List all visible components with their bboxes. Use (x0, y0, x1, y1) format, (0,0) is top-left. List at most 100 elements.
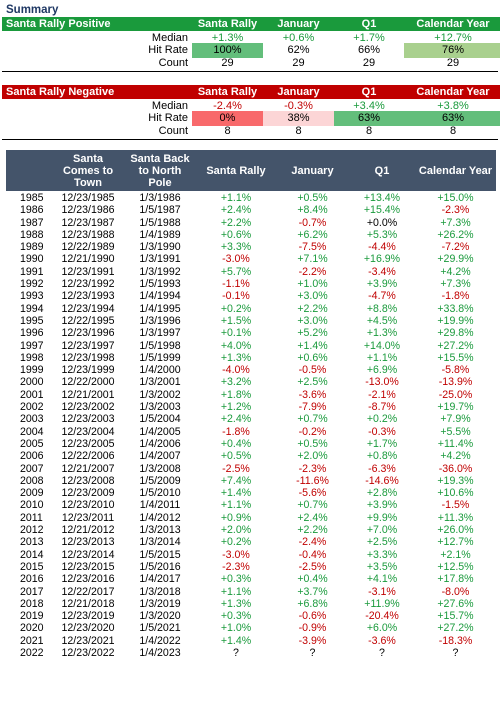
positive-hit-year: 76% (404, 43, 500, 58)
cell-calendar-year: +7.3% (440, 216, 471, 229)
cell-santa-rally: +4.0% (220, 339, 252, 352)
negative-count-january: 8 (295, 125, 302, 137)
cell-santa-back: 1/5/2016 (139, 560, 181, 573)
cell-year: 1995 (20, 314, 44, 327)
cell-year: 1990 (20, 253, 44, 266)
cell-january: +3.0% (297, 314, 328, 327)
cell-santa-back: 1/3/2018 (139, 585, 181, 598)
cell-santa-back: 1/5/2004 (139, 413, 181, 426)
table-row: 2022 12/23/2022 1/4/2023???? (6, 647, 496, 659)
cell-q1: +16.9% (363, 253, 401, 266)
cell-q1: +14.0% (363, 339, 401, 352)
cell-q1: -3.1% (368, 585, 396, 598)
cell-q1: +4.5% (366, 314, 398, 327)
cell-year: 1996 (20, 327, 44, 340)
cell-year: 2020 (20, 622, 44, 635)
positive-median-january: +0.6% (282, 32, 315, 44)
cell-santa-rally: +0.6% (220, 228, 252, 241)
negative-divider (2, 139, 498, 140)
cell-q1: +2.8% (366, 487, 398, 500)
cell-santa-back: 1/5/1987 (139, 204, 181, 217)
cell-santa-rally: +0.2% (220, 536, 252, 549)
cell-calendar-year: +10.6% (437, 487, 474, 500)
cell-santa-comes: 12/21/2001 (61, 388, 115, 401)
cell-year: 1989 (20, 241, 44, 254)
cell-january: +3.7% (297, 585, 328, 598)
negative-hit-year: 63% (404, 111, 500, 126)
positive-col-q1: Q1 (361, 18, 377, 30)
cell-january: -0.5% (298, 364, 327, 377)
table-row: 2008 12/23/2008 1/5/2009 +7.4% -11.6% -14.6% +… (6, 475, 496, 487)
cell-calendar-year: +5.5% (440, 425, 471, 438)
positive-count-q1: 29 (362, 57, 376, 69)
cell-santa-back: 1/3/1991 (139, 253, 181, 266)
cell-january: +0.7% (297, 499, 328, 512)
cell-q1: +3.3% (366, 548, 398, 561)
header-q1: Q1 (374, 164, 390, 177)
cell-santa-back: 1/3/1992 (139, 265, 181, 278)
cell-santa-comes: 12/21/2012 (61, 524, 115, 537)
table-row: 2011 12/23/2011 1/4/2012 +0.9% +2.4% +9.9% +11… (6, 512, 496, 524)
cell-january: -11.6% (296, 474, 329, 487)
cell-santa-back: 1/5/1988 (139, 216, 181, 229)
negative-hit-santa: 0% (192, 111, 263, 126)
cell-calendar-year: ? (452, 646, 459, 659)
table-row: 1988 12/23/1988 1/4/1989 +0.6% +6.2% +5.3% +26… (6, 229, 496, 241)
cell-q1: +3.5% (366, 560, 398, 573)
cell-calendar-year: +29.9% (437, 253, 474, 266)
table-row: 1997 12/23/1997 1/5/1998 +4.0% +1.4% +14.0% +2… (6, 340, 496, 352)
cell-santa-rally: +1.2% (220, 401, 252, 414)
cell-year: 1986 (20, 204, 44, 217)
cell-calendar-year: -7.2% (441, 241, 470, 254)
table-row: 1989 12/22/1989 1/3/1990 +3.3% -7.5% -4.4% -7.… (6, 241, 496, 253)
cell-santa-comes: 12/23/2008 (61, 474, 115, 487)
cell-calendar-year: +4.2% (440, 450, 471, 463)
table-row: 2004 12/23/2004 1/4/2005 -1.8% -0.2% -0.3% +5.… (6, 426, 496, 438)
cell-santa-back: 1/5/1993 (139, 278, 181, 291)
cell-year: 2008 (20, 474, 44, 487)
cell-santa-comes: 12/23/1985 (61, 192, 115, 204)
cell-santa-rally: +7.4% (220, 474, 252, 487)
cell-year: 2005 (20, 437, 44, 450)
cell-year: 2013 (20, 536, 44, 549)
cell-santa-rally: -3.0% (222, 253, 250, 266)
cell-q1: -0.3% (368, 425, 396, 438)
cell-calendar-year: +7.3% (440, 278, 471, 291)
header-calendar-year: Calendar Year (418, 164, 493, 177)
cell-q1: +1.7% (366, 437, 398, 450)
positive-divider (2, 71, 498, 72)
cell-calendar-year: -1.5% (441, 499, 470, 512)
positive-median-row: Median +1.3% +0.6% +1.7% +12.7% (2, 31, 500, 46)
cell-year: 2018 (20, 597, 44, 610)
cell-q1: +0.0% (366, 216, 398, 229)
negative-count-year: 8 (449, 125, 457, 137)
cell-year: 1988 (20, 228, 44, 241)
cell-santa-comes: 12/23/1986 (61, 204, 115, 217)
table-row: 2010 12/23/2010 1/4/2011 +1.1% +0.7% +3.9% -1.… (6, 499, 496, 511)
cell-santa-back: 1/3/2008 (139, 462, 181, 475)
cell-santa-back: 1/3/2014 (139, 536, 181, 549)
header-year (6, 150, 52, 191)
cell-january: -3.9% (298, 634, 327, 647)
cell-q1: +9.9% (366, 511, 398, 524)
positive-count-year: 29 (446, 57, 460, 69)
cell-santa-comes: 12/23/1993 (61, 290, 115, 303)
cell-santa-back: 1/3/2002 (139, 388, 181, 401)
cell-january: -2.2% (298, 265, 327, 278)
cell-year: 2004 (20, 425, 44, 438)
cell-santa-rally: +3.3% (220, 241, 252, 254)
table-row: 2000 12/22/2000 1/3/2001 +3.2% +2.5% -13.0% -1… (6, 376, 496, 388)
negative-hit-rate-row: Hit Rate 0% 38% 63% 63% (2, 111, 500, 126)
cell-santa-comes: 12/23/1994 (61, 302, 115, 315)
cell-santa-back: 1/3/2019 (139, 597, 181, 610)
negative-hit-label: Hit Rate (148, 112, 188, 124)
cell-santa-back: 1/4/2000 (139, 364, 181, 377)
positive-median-santa: +1.3% (211, 32, 244, 44)
negative-median-santa: -2.4% (213, 100, 242, 112)
cell-calendar-year: -25.0% (438, 388, 473, 401)
cell-q1: +3.9% (366, 278, 398, 291)
cell-santa-rally: +0.5% (220, 450, 252, 463)
cell-year: 1999 (20, 364, 44, 377)
cell-calendar-year: -5.8% (441, 364, 470, 377)
positive-hit-label: Hit Rate (148, 44, 188, 56)
